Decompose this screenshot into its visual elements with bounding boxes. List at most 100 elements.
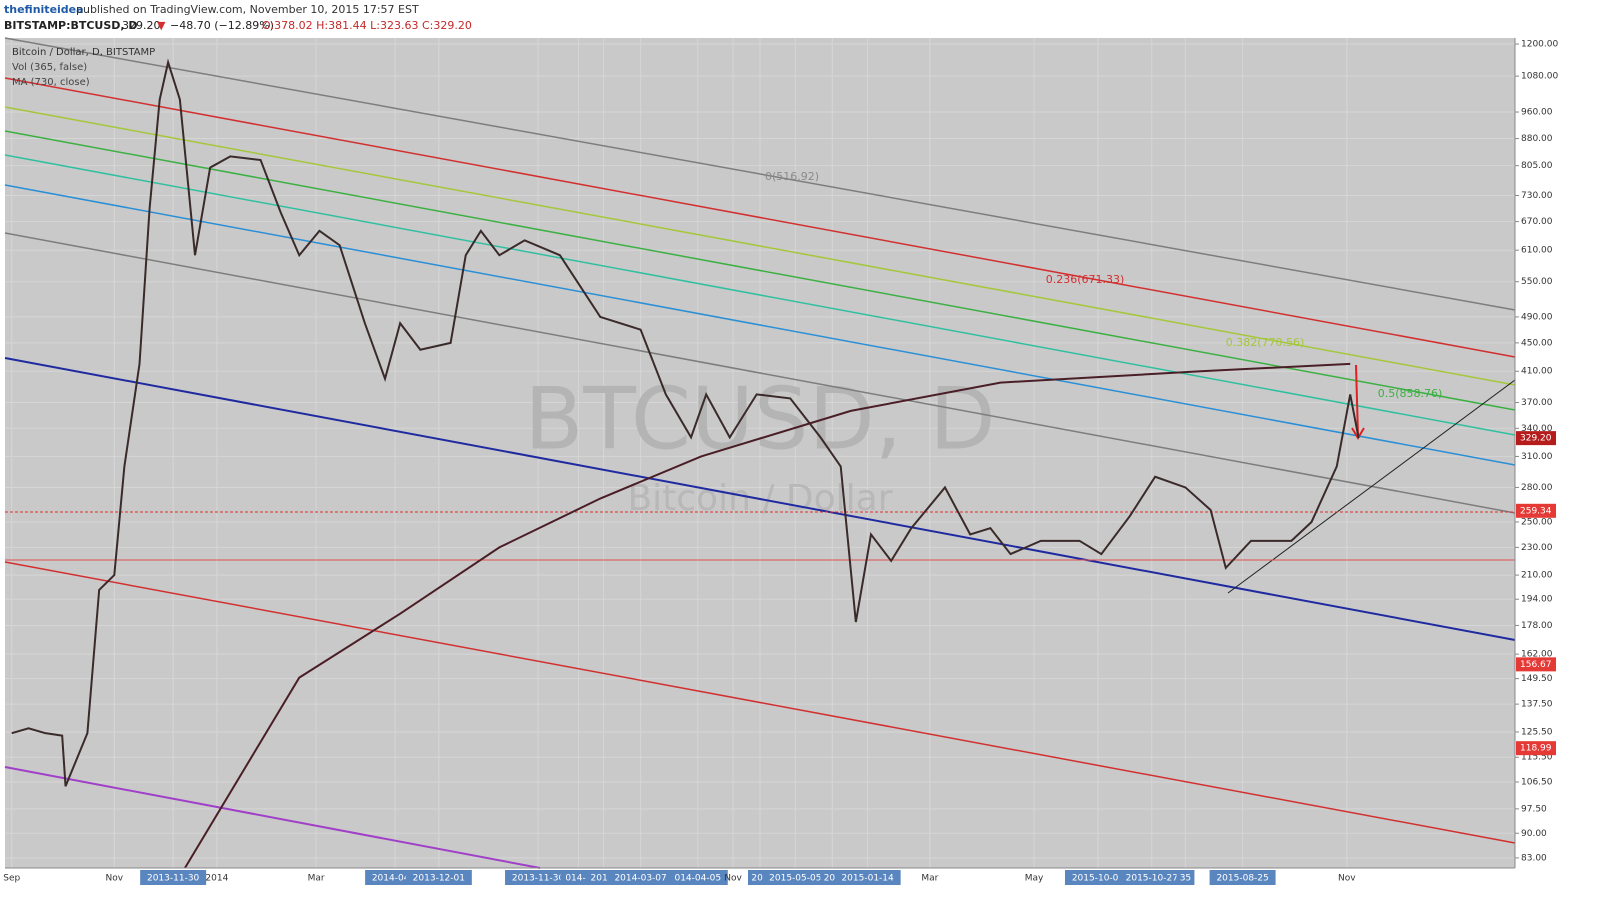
legend-item: Vol (365, false) — [12, 62, 87, 73]
x-tick-label: 2013-11-30 — [147, 874, 200, 884]
y-tick-label: 370.00 — [1521, 398, 1553, 408]
x-tick-label: 2013-11-30 — [512, 874, 565, 884]
x-tick-highlight — [405, 870, 472, 885]
x-tick-label: Nov — [724, 874, 742, 884]
arrow — [1355, 364, 1359, 437]
x-tick-label: 2014 — [205, 874, 228, 884]
x-tick-label: Mar — [308, 874, 325, 884]
x-tick-highlight — [1176, 870, 1195, 885]
trend-line — [4, 561, 1516, 844]
y-tick-label: 960.00 — [1521, 108, 1553, 118]
trend-line — [4, 77, 1516, 358]
fib-label: 0.382(770.56) — [1226, 336, 1305, 349]
drawings — [4, 37, 1516, 869]
trend-line — [4, 766, 541, 869]
trend-line — [1227, 379, 1516, 594]
x-tick-label: 35 — [1180, 874, 1191, 884]
watermark: BTCUSD, D — [524, 369, 995, 469]
price-tag — [1516, 741, 1556, 756]
y-tick-label: 1080.00 — [1521, 72, 1558, 82]
y-tick-label: 149.50 — [1521, 674, 1553, 684]
x-tick-label: 2015-10-02 — [1072, 874, 1124, 884]
trend-line — [4, 184, 1516, 466]
x-tick-highlight — [762, 870, 829, 885]
x-tick-label: 2013-12-01 — [413, 874, 465, 884]
fib-label: 0.5(858.76) — [1378, 387, 1443, 400]
y-tick-label: 137.50 — [1521, 700, 1553, 710]
y-tick-label: 230.00 — [1521, 543, 1553, 553]
y-tick-label: 490.00 — [1521, 312, 1553, 322]
price-tag-label: 329.20 — [1520, 434, 1552, 444]
x-tick-highlight — [607, 870, 674, 885]
x-tick-highlight — [505, 870, 572, 885]
x-tick-label: 201 — [751, 874, 768, 884]
trend-line — [4, 154, 1516, 436]
fib-label: 0(516.92) — [765, 170, 819, 183]
symbol: BITSTAMP:BTCUSD, D — [4, 19, 138, 32]
published: published on TradingView.com, November 1… — [76, 3, 419, 16]
x-tick-label: 2015-10-27 — [1126, 874, 1178, 884]
x-tick-highlight — [140, 870, 207, 885]
y-tick-label: 210.00 — [1521, 571, 1553, 581]
trend-line — [4, 232, 1516, 514]
y-tick-label: 125.50 — [1521, 727, 1553, 737]
y-tick-label: 610.00 — [1521, 246, 1553, 256]
price-tag-label: 118.99 — [1520, 744, 1552, 754]
y-tick-label: 670.00 — [1521, 217, 1553, 227]
y-tick-label: 194.00 — [1521, 595, 1553, 605]
trend-line — [4, 106, 1516, 386]
y-tick-label: 1200.00 — [1521, 40, 1558, 50]
x-tick-label: 2015-01-14 — [841, 874, 894, 884]
x-tick-highlight — [834, 870, 901, 885]
y-tick-label: 450.00 — [1521, 338, 1553, 348]
x-tick-highlight — [1118, 870, 1185, 885]
x-tick-label: 2014-04-0 — [372, 874, 419, 884]
y-tick-label: 310.00 — [1521, 452, 1553, 462]
x-tick-label: 2014-03-07 — [614, 874, 666, 884]
y-tick-label: 550.00 — [1521, 277, 1553, 287]
y-tick-label: 106.50 — [1521, 777, 1553, 787]
price-tag-label: 259.34 — [1520, 506, 1552, 516]
legend-item: Bitcoin / Dollar, D, BITSTAMP — [12, 47, 155, 58]
x-tick-label: 2014- — [591, 874, 617, 884]
fib-label: 0.236(671.33) — [1046, 273, 1125, 286]
x-tick-label: Mar — [921, 874, 938, 884]
x-tick-label: Nov — [106, 874, 124, 884]
y-tick-label: 880.00 — [1521, 134, 1553, 144]
x-tick-label: 2015-08-25 — [1216, 874, 1268, 884]
y-tick-label: 90.00 — [1521, 829, 1547, 839]
x-tick-label: 014-0 — [565, 874, 591, 884]
price-tag — [1516, 503, 1556, 518]
x-tick-label: 014-04-05 — [674, 874, 721, 884]
x-tick-label: Nov — [1338, 874, 1356, 884]
change: −48.70 (−12.89%) — [170, 19, 274, 32]
y-tick-label: 340.00 — [1521, 424, 1553, 434]
x-tick-label: May — [1025, 874, 1044, 884]
price-tag — [1516, 657, 1556, 672]
change-arrow: ▼ — [157, 19, 166, 32]
y-tick-label: 115.50 — [1521, 753, 1553, 763]
series-line — [11, 58, 1360, 787]
y-tick-label: 250.00 — [1521, 517, 1553, 527]
y-tick-label: 83.00 — [1521, 853, 1547, 863]
x-tick-label: 201 — [824, 874, 841, 884]
trend-line — [4, 357, 1516, 641]
y-tick-label: 280.00 — [1521, 483, 1553, 493]
y-tick-label: 730.00 — [1521, 191, 1553, 201]
x-tick-highlight — [667, 870, 728, 885]
last-price: 329.20 — [122, 19, 161, 32]
trend-line — [4, 130, 1516, 411]
x-tick-label: Sep — [3, 874, 20, 884]
y-tick-label: 178.00 — [1521, 621, 1553, 631]
legend-item: MA (730, close) — [12, 77, 90, 88]
price-tag-label: 156.67 — [1520, 660, 1552, 670]
y-tick-label: 162.00 — [1521, 650, 1553, 660]
y-tick-label: 410.00 — [1521, 367, 1553, 377]
ohlc: O:378.02 H:381.44 L:323.63 C:329.20 — [262, 19, 472, 32]
x-tick-highlight — [1209, 870, 1276, 885]
x-tick-label: 2015-05-05 — [769, 874, 821, 884]
author[interactable]: thefiniteidea — [4, 3, 84, 16]
y-tick-label: 805.00 — [1521, 161, 1553, 171]
y-axis-area — [1515, 38, 1600, 868]
